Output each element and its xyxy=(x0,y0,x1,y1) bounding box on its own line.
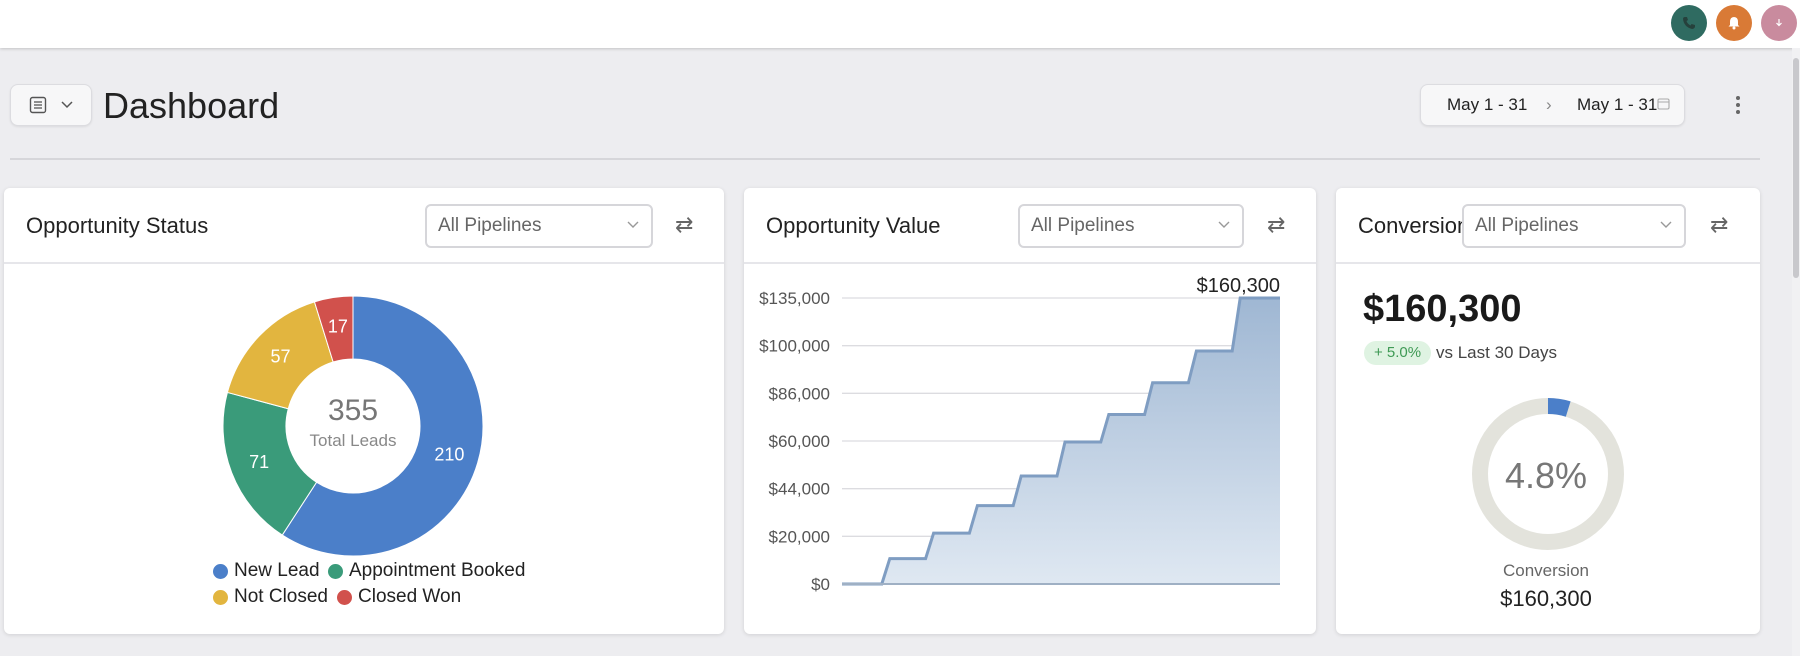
donut-total-label: Total Leads xyxy=(310,431,397,450)
user-avatar[interactable] xyxy=(1761,5,1797,41)
scrollbar-thumb[interactable] xyxy=(1793,58,1799,278)
donut-slice-label: 71 xyxy=(249,452,269,472)
legend-dot xyxy=(213,589,228,605)
y-tick-label: $0 xyxy=(811,575,830,594)
card-title: Opportunity Value xyxy=(766,213,941,238)
y-tick-label: $44,000 xyxy=(769,480,830,499)
pipeline-select-value: All Pipelines xyxy=(1031,215,1135,236)
pipeline-select-value: All Pipelines xyxy=(438,215,542,236)
legend-item-appointment-booked: Appointment Booked xyxy=(328,560,525,582)
card-title: Opportunity Status xyxy=(26,213,209,238)
change-badge: + 5.0% xyxy=(1364,341,1432,365)
y-tick-label: $100,000 xyxy=(759,337,830,356)
legend-dot xyxy=(337,589,352,605)
swap-icon[interactable]: ⇄ xyxy=(675,212,694,237)
chevron-down-icon xyxy=(1218,218,1230,232)
list-icon xyxy=(29,96,47,114)
conversion-footer-value: $160,300 xyxy=(1500,586,1592,611)
change-value: + 5.0% xyxy=(1374,344,1422,361)
chevron-down-icon xyxy=(1660,218,1672,232)
change-suffix: vs Last 30 Days xyxy=(1436,343,1557,362)
legend-label: Appointment Booked xyxy=(349,560,526,581)
page-title: Dashboard xyxy=(103,85,280,126)
value-line xyxy=(842,296,1280,586)
legend-label: Not Closed xyxy=(234,586,328,607)
pipeline-select[interactable]: All Pipelines xyxy=(1462,204,1686,248)
legend-item-closed-won: Closed Won xyxy=(337,586,461,608)
view-menu-button[interactable] xyxy=(10,84,92,126)
conversion-footer-label: Conversion xyxy=(1503,561,1589,580)
date-to[interactable]: May 1 - 31 xyxy=(1577,95,1658,114)
legend-label: New Lead xyxy=(234,560,320,581)
pipeline-select[interactable]: All Pipelines xyxy=(1018,204,1244,248)
donut-slice-label: 210 xyxy=(434,445,464,465)
legend-label: Closed Won xyxy=(358,586,462,607)
y-tick-label: $60,000 xyxy=(769,432,830,451)
bell-icon[interactable] xyxy=(1716,5,1752,41)
donut-slice[interactable] xyxy=(313,295,354,363)
legend-item-not-closed: Not Closed xyxy=(213,586,328,608)
card-header: Opportunity Status All Pipelines ⇄ xyxy=(4,188,724,264)
chevron-down-icon xyxy=(627,218,639,232)
opportunity-status-card: Opportunity Status All Pipelines ⇄ 210 71… xyxy=(4,188,724,634)
opportunity-value-chart: $0 $20,000 $44,000 $60,000 $86,000 $100,000 $1… xyxy=(759,275,1280,594)
header-divider xyxy=(10,158,1760,160)
conversion-card: Conversion All Pipelines ⇄ $160,300 + 5.… xyxy=(1336,188,1760,634)
top-bar xyxy=(0,0,1800,48)
y-tick-label: $20,000 xyxy=(769,527,830,546)
card-header: Opportunity Value All Pipelines ⇄ xyxy=(744,188,1316,264)
pipeline-select-value: All Pipelines xyxy=(1475,215,1579,236)
legend-item-new-lead: New Lead xyxy=(213,560,320,582)
ring-progress xyxy=(1547,398,1571,417)
donut-slice-label: 57 xyxy=(271,346,291,366)
donut-slice[interactable] xyxy=(222,391,318,536)
donut-slice[interactable] xyxy=(281,295,484,557)
card-header: Conversion All Pipelines ⇄ xyxy=(1336,188,1760,264)
opportunity-value-card: Opportunity Value All Pipelines ⇄ $0 $20,… xyxy=(744,188,1316,634)
swap-icon[interactable]: ⇄ xyxy=(1267,212,1286,237)
legend-dot xyxy=(328,563,343,579)
date-from[interactable]: May 1 - 31 xyxy=(1447,95,1528,114)
card-title: Conversion xyxy=(1358,213,1470,238)
peak-annotation: $160,300 xyxy=(1197,275,1280,297)
calendar-icon xyxy=(1657,97,1670,113)
y-tick-label: $135,000 xyxy=(759,289,830,308)
chevron-down-icon xyxy=(61,101,73,109)
opportunity-status-donut: 210 71 57 17 355 Total Leads xyxy=(222,295,484,557)
conversion-amount: $160,300 xyxy=(1363,288,1522,330)
phone-icon[interactable] xyxy=(1671,5,1707,41)
swap-icon[interactable]: ⇄ xyxy=(1710,212,1729,237)
legend-dot xyxy=(213,563,228,579)
y-tick-label: $86,000 xyxy=(769,384,830,403)
conversion-ring xyxy=(1472,398,1624,550)
page-scrollbar[interactable] xyxy=(1792,48,1800,656)
chevron-right-icon: › xyxy=(1546,95,1552,114)
more-options-icon[interactable] xyxy=(1730,90,1746,120)
donut-slice-label: 17 xyxy=(328,317,348,337)
donut-total: 355 xyxy=(328,394,378,427)
pipeline-select[interactable]: All Pipelines xyxy=(425,204,653,248)
date-range-picker[interactable]: May 1 - 31 › May 1 - 31 xyxy=(1420,84,1685,126)
value-area xyxy=(842,298,1280,584)
conversion-rate: 4.8% xyxy=(1504,455,1588,496)
